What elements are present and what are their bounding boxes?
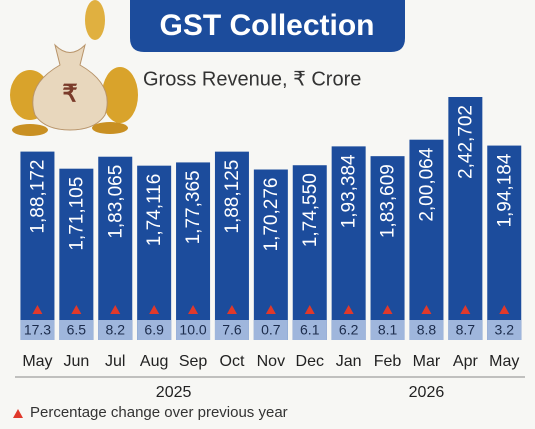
x-tick-label: Jul <box>105 353 125 370</box>
x-tick-label: Aug <box>140 353 168 370</box>
x-tick-label: May <box>22 353 52 370</box>
change-arrow <box>226 305 237 314</box>
change-band <box>59 320 94 340</box>
change-band <box>137 320 172 340</box>
x-tick-label: Mar <box>413 353 441 370</box>
change-arrow <box>110 305 121 314</box>
value-label: 1,74,550 <box>300 173 321 247</box>
change-arrow <box>149 305 160 314</box>
x-tick-label: Dec <box>296 353 324 370</box>
change-arrow <box>343 305 354 314</box>
value-label: 1,83,065 <box>105 165 126 239</box>
change-arrow <box>499 305 510 314</box>
change-label: 8.2 <box>106 322 126 338</box>
change-band <box>409 320 444 340</box>
change-arrow <box>382 305 393 314</box>
value-label: 1,70,276 <box>261 178 282 252</box>
change-label: 6.5 <box>67 322 87 338</box>
footnote-text: Percentage change over previous year <box>30 404 288 421</box>
change-band <box>214 320 249 340</box>
change-arrow <box>460 305 471 314</box>
value-label: 1,74,116 <box>144 174 165 247</box>
change-band <box>487 320 522 340</box>
change-label: 6.2 <box>339 322 359 338</box>
x-tick-label: Sep <box>179 353 208 370</box>
change-band <box>253 320 288 340</box>
value-label: 1,71,105 <box>66 177 87 251</box>
svg-text:₹: ₹ <box>62 80 77 107</box>
change-band <box>448 320 483 340</box>
value-label: 1,93,384 <box>339 154 360 228</box>
change-band <box>331 320 366 340</box>
value-label: 1,88,125 <box>222 160 243 234</box>
change-arrow <box>304 305 315 314</box>
x-tick-label: Feb <box>374 353 402 370</box>
change-label: 7.6 <box>222 322 242 338</box>
subtitle: Gross Revenue, ₹ Crore <box>143 68 361 90</box>
change-arrow <box>421 305 432 314</box>
change-label: 0.7 <box>261 322 281 338</box>
bar <box>448 97 483 340</box>
x-tick-label: Apr <box>453 353 479 370</box>
x-group-label: 2026 <box>409 384 445 401</box>
x-tick-label: Jan <box>336 353 362 370</box>
value-label: 2,42,702 <box>455 105 476 179</box>
x-group-label: 2025 <box>156 384 192 401</box>
value-label: 1,94,184 <box>494 153 515 227</box>
change-label: 8.1 <box>378 322 398 338</box>
change-label: 8.7 <box>456 322 476 338</box>
value-label: 2,00,064 <box>416 147 437 221</box>
footnote: Percentage change over previous year <box>13 404 288 421</box>
x-tick-label: Nov <box>257 353 285 370</box>
money-bag-icon: ₹ <box>10 0 138 136</box>
change-label: 8.8 <box>417 322 437 338</box>
title-banner <box>130 0 405 52</box>
change-band <box>292 320 327 340</box>
change-label: 3.2 <box>495 322 515 338</box>
change-arrow <box>188 305 199 314</box>
change-label: 6.1 <box>300 322 320 338</box>
change-arrow <box>32 305 43 314</box>
change-arrow <box>71 305 82 314</box>
change-band <box>370 320 405 340</box>
change-arrow <box>265 305 276 314</box>
change-band <box>176 320 211 340</box>
change-band <box>98 320 133 340</box>
value-label: 1,88,172 <box>27 160 48 234</box>
x-tick-label: Jun <box>63 353 89 370</box>
chart-title: GST Collection <box>159 9 374 42</box>
change-label: 17.3 <box>24 322 51 338</box>
value-label: 1,83,609 <box>378 164 399 238</box>
change-label: 10.0 <box>179 322 206 338</box>
x-tick-label: Oct <box>220 353 245 370</box>
change-label: 6.9 <box>144 322 164 338</box>
change-band <box>20 320 55 340</box>
x-tick-label: May <box>489 353 519 370</box>
value-label: 1,77,365 <box>183 170 204 244</box>
